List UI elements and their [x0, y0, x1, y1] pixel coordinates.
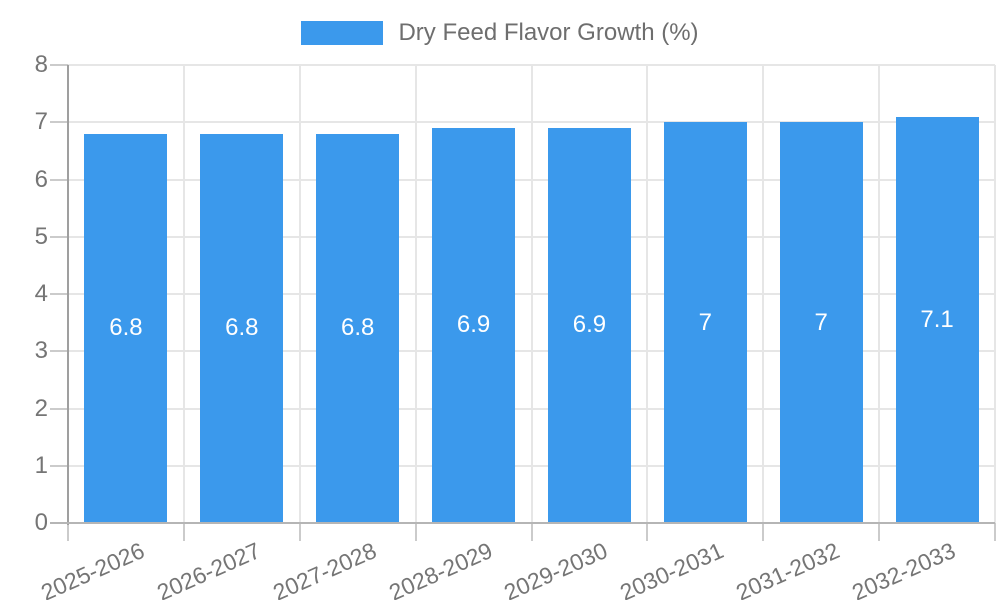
bar-2025-2026[interactable] [84, 133, 168, 522]
y-axis-tick-label: 4 [34, 280, 48, 307]
y-axis-tick-label: 2 [34, 394, 48, 422]
x-gridline [182, 65, 185, 523]
legend-color-swatch [301, 21, 384, 45]
x-tick-mark [67, 523, 69, 541]
bar-value-label: 7 [698, 308, 712, 336]
bar-2031-2032[interactable] [779, 122, 863, 522]
bar-value-label: 6.8 [341, 314, 375, 342]
y-axis-tick-label: 8 [34, 51, 48, 78]
x-tick-mark [762, 523, 765, 541]
y-tick-mark [50, 407, 68, 410]
x-gridline [994, 65, 996, 523]
y-tick-mark [50, 121, 68, 124]
bar-value-label: 6.8 [225, 314, 259, 342]
y-tick-mark [50, 350, 68, 353]
x-tick-mark [298, 523, 301, 541]
x-gridline [414, 65, 417, 523]
legend-label: Dry Feed Flavor Growth (%) [398, 19, 699, 46]
bar-2026-2027[interactable] [200, 133, 284, 522]
legend-item[interactable]: Dry Feed Flavor Growth (%) [301, 19, 699, 47]
bar-value-label: 7 [814, 308, 828, 336]
bar-value-label: 6.9 [456, 311, 491, 339]
y-tick-mark [50, 235, 68, 238]
y-tick-mark [50, 293, 68, 295]
y-tick-mark [50, 178, 68, 181]
bar-2027-2028[interactable] [316, 133, 400, 522]
y-axis-tick-label: 7 [34, 108, 48, 136]
y-tick-mark [50, 64, 68, 66]
y-axis-tick-label: 0 [34, 509, 48, 536]
bar-2029-2030[interactable] [547, 127, 631, 522]
bar-2032-2033[interactable] [895, 116, 979, 522]
bar-2030-2031[interactable] [663, 122, 747, 522]
x-axis-tick-label: 2025-2026 [37, 537, 149, 600]
y-axis-tick-label: 6 [34, 165, 48, 193]
x-tick-mark [414, 523, 417, 541]
x-tick-mark [530, 523, 533, 541]
x-tick-mark [646, 523, 649, 541]
x-tick-mark [994, 523, 996, 541]
x-tick-mark [182, 523, 185, 541]
bar-value-label: 7.1 [920, 305, 954, 333]
x-gridline [878, 65, 881, 523]
y-axis-line [67, 65, 69, 525]
x-gridline [762, 65, 765, 523]
x-gridline [646, 65, 649, 523]
x-tick-mark [878, 523, 881, 541]
y-axis-tick-label: 1 [34, 451, 48, 479]
x-axis-line [50, 522, 995, 524]
x-gridline [298, 65, 301, 523]
bar-2028-2029[interactable] [432, 127, 516, 522]
bar-value-label: 6.8 [109, 314, 143, 342]
chart-legend: Dry Feed Flavor Growth (%) [0, 18, 1000, 48]
y-axis-tick-label: 3 [34, 337, 48, 365]
bar-value-label: 6.9 [572, 311, 607, 339]
y-axis-tick-label: 5 [34, 222, 48, 250]
x-gridline [530, 65, 533, 523]
y-tick-mark [50, 464, 68, 467]
